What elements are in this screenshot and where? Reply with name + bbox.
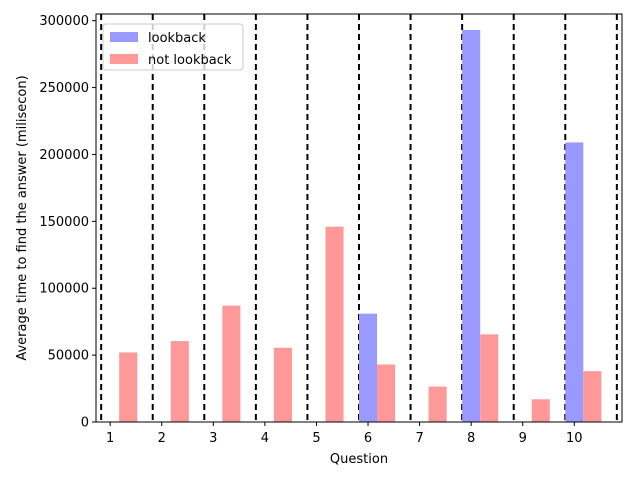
x-tick-label: 9 [519, 431, 527, 446]
x-tick-label: 8 [467, 431, 475, 446]
bar-not-lookback-q2 [170, 341, 189, 422]
y-tick-label: 150000 [39, 215, 89, 230]
y-tick-label: 50000 [48, 349, 89, 364]
x-tick-label: 2 [158, 431, 166, 446]
bar-lookback-q8 [462, 30, 481, 422]
y-tick-label: 0 [81, 416, 89, 431]
x-axis-title: Question [330, 452, 388, 467]
bar-not-lookback-q9 [531, 399, 550, 422]
bar-not-lookback-q4 [273, 347, 292, 422]
bar-marks [119, 30, 602, 422]
x-tick-label: 3 [209, 431, 217, 446]
x-tick-label: 7 [415, 431, 423, 446]
legend-swatch-not-lookback [110, 54, 138, 64]
bar-lookback-q6 [359, 313, 378, 422]
y-axis: 0 50000 100000 150000 200000 250000 300000 [39, 14, 96, 431]
legend-label-lookback: lookback [148, 31, 206, 46]
x-tick-label: 6 [364, 431, 372, 446]
bar-not-lookback-q6 [377, 364, 396, 422]
legend-label-not-lookback: not lookback [148, 53, 232, 68]
bar-lookback-q10 [565, 142, 584, 422]
x-tick-label: 10 [566, 431, 583, 446]
y-tick-label: 100000 [39, 282, 89, 297]
x-axis: 1 2 3 4 5 6 7 8 9 10 [106, 422, 583, 446]
y-tick-label: 200000 [39, 148, 89, 163]
bar-not-lookback-q5 [325, 226, 344, 422]
bar-not-lookback-q7 [428, 386, 447, 422]
y-tick-label: 250000 [39, 81, 89, 96]
y-axis-title: Average time to find the answer (milisec… [15, 75, 30, 360]
bar-not-lookback-q10 [583, 371, 602, 422]
bar-not-lookback-q8 [480, 334, 499, 422]
legend: lookback not lookback [102, 23, 244, 71]
bar-not-lookback-q1 [119, 352, 138, 422]
y-tick-label: 300000 [39, 14, 89, 29]
x-tick-label: 4 [261, 431, 269, 446]
legend-swatch-lookback [110, 32, 138, 42]
x-tick-label: 1 [106, 431, 114, 446]
x-tick-label: 5 [312, 431, 320, 446]
bar-not-lookback-q3 [222, 305, 241, 422]
plot-frame [95, 13, 623, 423]
